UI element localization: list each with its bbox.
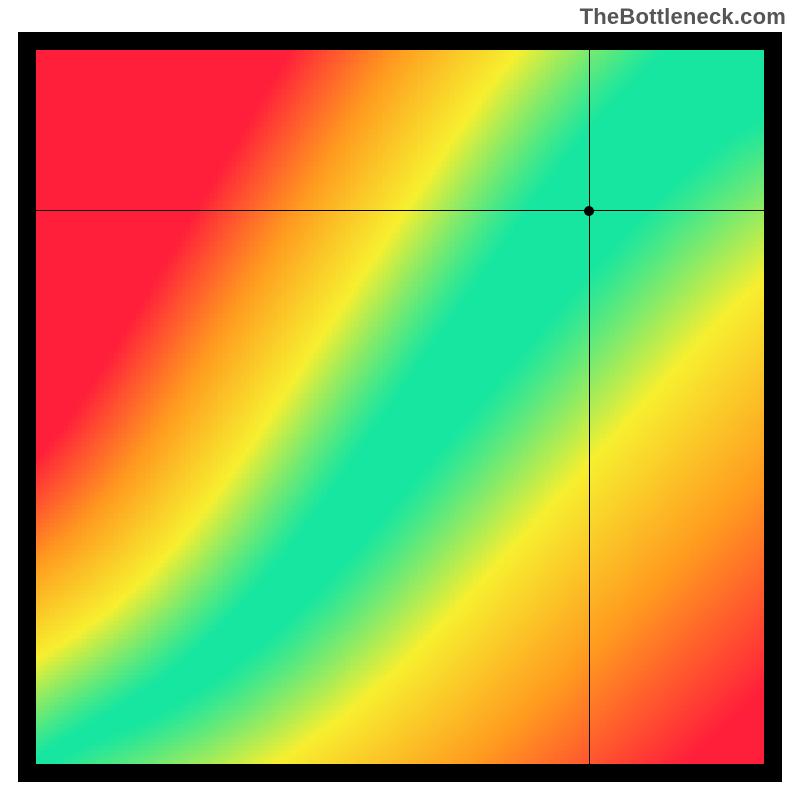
heatmap-canvas [36,50,764,764]
watermark-text: TheBottleneck.com [580,4,786,30]
plot-inner [36,50,764,764]
crosshair-vertical [589,50,591,764]
crosshair-horizontal [36,210,764,212]
crosshair-dot [584,206,594,216]
chart-frame: TheBottleneck.com [0,0,800,800]
